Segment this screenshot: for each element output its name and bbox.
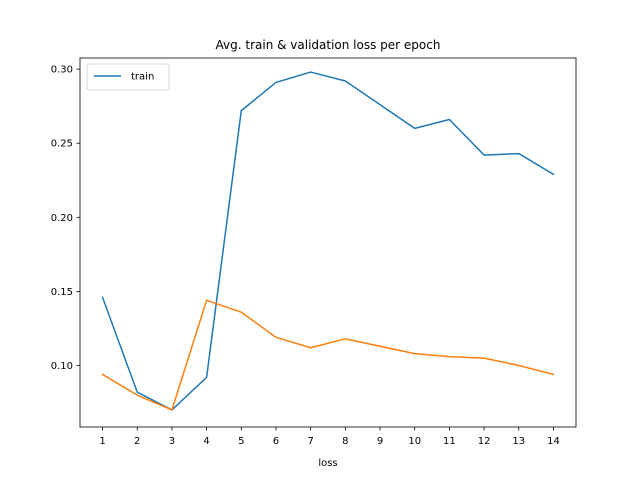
x-tick-label: 8 [342, 436, 348, 447]
series-line-series-2 [101, 299, 555, 411]
series-line-train [101, 71, 555, 411]
x-tick-label: 7 [307, 436, 313, 447]
y-tick-label: 0.25 [51, 139, 73, 150]
plot-area-frame [79, 57, 577, 428]
x-tick-label: 4 [203, 436, 209, 447]
x-tick-label: 1 [99, 436, 105, 447]
x-tick-label: 12 [478, 436, 491, 447]
y-tick-label: 0.10 [51, 361, 73, 372]
x-tick-label: 6 [273, 436, 279, 447]
x-axis-ticks: 1 2 3 4 5 6 7 8 9 10 11 12 13 14 [99, 427, 560, 447]
y-tick-label: 0.20 [51, 213, 73, 224]
series-layer [101, 71, 555, 411]
y-tick-label: 0.15 [51, 287, 73, 298]
x-tick-label: 9 [377, 436, 383, 447]
legend-box [86, 63, 170, 91]
x-tick-label: 3 [169, 436, 175, 447]
x-axis-label: loss [318, 458, 337, 469]
x-tick-label: 5 [238, 436, 244, 447]
legend: train [86, 63, 170, 91]
x-tick-label: 11 [443, 436, 456, 447]
chart-title: Avg. train & validation loss per epoch [216, 38, 441, 52]
y-tick-label: 0.30 [51, 65, 73, 76]
x-tick-label: 13 [512, 436, 525, 447]
x-tick-label: 2 [134, 436, 140, 447]
legend-label: train [131, 72, 154, 83]
x-tick-label: 14 [547, 436, 560, 447]
y-axis-ticks: 0.10 0.15 0.20 0.25 0.30 [51, 65, 80, 372]
x-tick-label: 10 [408, 436, 421, 447]
